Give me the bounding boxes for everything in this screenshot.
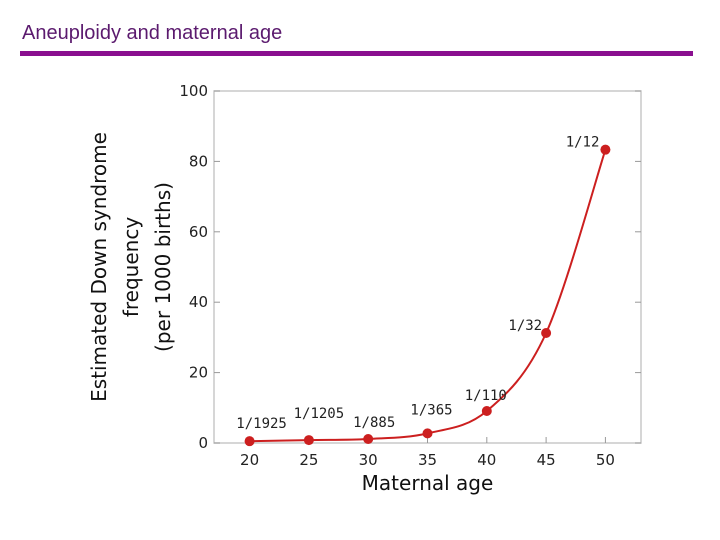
data-label: 1/365 xyxy=(410,402,452,418)
y-tick-label: 20 xyxy=(189,364,208,382)
x-axis-title: Maternal age xyxy=(362,471,494,495)
x-tick-label: 30 xyxy=(359,451,378,469)
data-label: 1/1925 xyxy=(236,416,287,432)
x-tick-label: 20 xyxy=(240,451,259,469)
data-point xyxy=(244,436,255,447)
data-label: 1/1205 xyxy=(294,406,345,422)
title-underline xyxy=(20,51,693,56)
data-point xyxy=(363,434,374,445)
y-axis-title-line: (per 1000 births) xyxy=(151,182,175,352)
slide-title: Aneuploidy and maternal age xyxy=(22,22,283,44)
x-tick-label: 40 xyxy=(477,451,496,469)
y-axis-title-line: frequency xyxy=(119,217,143,317)
data-point xyxy=(422,428,433,439)
data-point xyxy=(481,406,492,417)
y-tick-label: 80 xyxy=(189,152,208,170)
x-tick-label: 45 xyxy=(537,451,556,469)
data-label: 1/885 xyxy=(353,415,395,431)
x-tick-label: 50 xyxy=(596,451,615,469)
y-tick-label: 100 xyxy=(179,82,208,100)
y-axis-title-line: Estimated Down syndrome xyxy=(87,132,111,402)
y-tick-label: 40 xyxy=(189,293,208,311)
y-tick-label: 0 xyxy=(198,434,208,452)
data-point xyxy=(600,144,611,155)
x-tick-label: 25 xyxy=(299,451,318,469)
data-label: 1/110 xyxy=(465,388,507,404)
data-point xyxy=(541,328,552,338)
series-curve xyxy=(249,149,607,443)
data-label: 1/12 xyxy=(566,135,600,151)
data-label: 1/32 xyxy=(508,318,542,334)
y-tick-label: 60 xyxy=(189,223,208,241)
x-tick-label: 35 xyxy=(418,451,437,469)
data-point xyxy=(303,435,314,446)
